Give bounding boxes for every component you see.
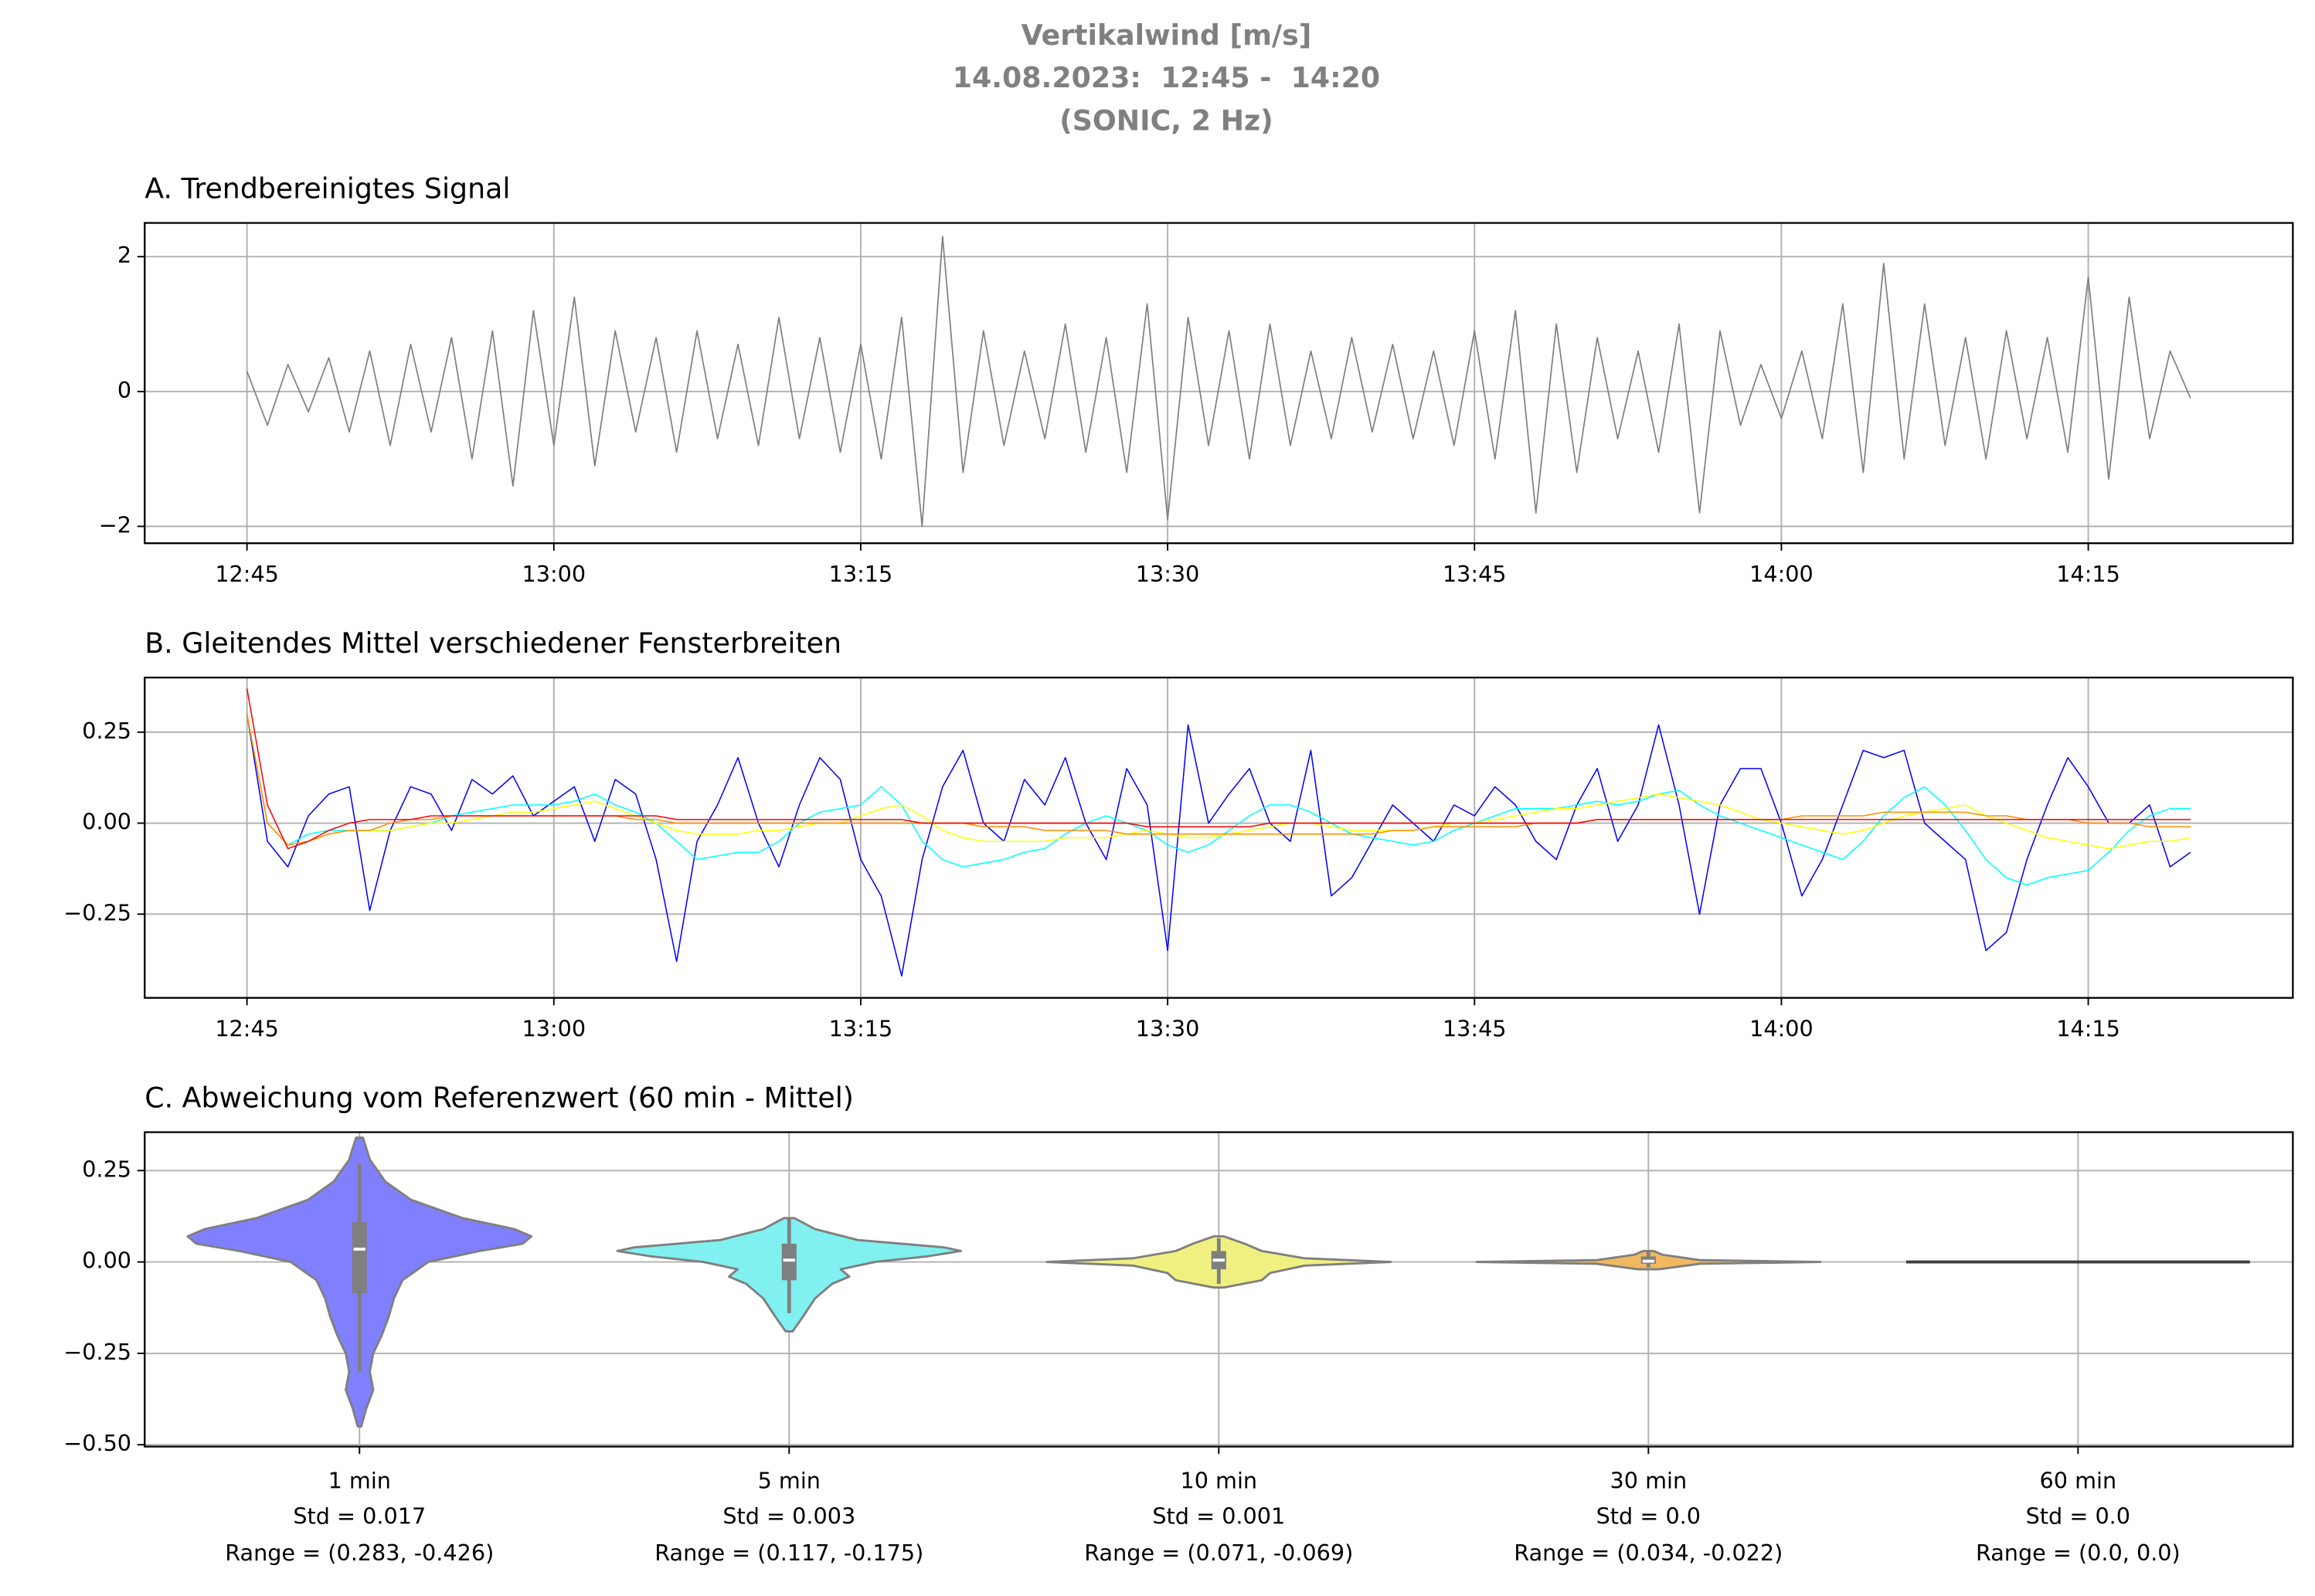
y-tick-label: −0.25 [63,899,131,925]
range-label: Range = (0.117, -0.175) [654,1540,923,1566]
std-label: Std = 0.003 [722,1503,855,1529]
iqr-box [781,1243,797,1281]
x-tick-label: 14:15 [2056,561,2120,587]
figure-title: Vertikalwind [m/s] [1022,19,1312,52]
y-tick-label: −2 [99,511,131,538]
figure-title: 14.08.2023: 12:45 - 14:20 [953,61,1380,94]
y-tick-label: 0.00 [82,1248,131,1274]
range-label: Range = (0.071, -0.069) [1084,1540,1353,1566]
y-tick-label: −0.25 [63,1339,131,1365]
x-tick-label: 13:15 [829,561,893,587]
x-tick-label: 10 min [1180,1467,1257,1493]
y-tick-label: −0.50 [63,1430,131,1456]
y-tick-label: 0.25 [82,1156,131,1182]
x-tick-label: 12:45 [215,1016,279,1042]
x-tick-label: 13:30 [1136,561,1200,587]
x-tick-label: 14:00 [1749,561,1814,587]
x-tick-label: 13:00 [522,561,586,587]
panel-title: A. Trendbereinigtes Signal [144,172,510,205]
range-label: Range = (0.034, -0.022) [1514,1540,1783,1566]
y-tick-label: 0 [117,377,131,403]
panel-title: C. Abweichung vom Referenzwert (60 min -… [144,1082,854,1115]
x-tick-label: 13:30 [1136,1016,1200,1042]
range-label: Range = (0.283, -0.426) [225,1540,494,1566]
y-tick-label: 0.00 [82,809,131,835]
figure-title: (SONIC, 2 Hz) [1059,104,1273,138]
x-tick-label: 5 min [758,1467,821,1493]
x-tick-label: 13:15 [829,1016,893,1042]
x-tick-label: 13:00 [522,1016,586,1042]
x-tick-label: 13:45 [1443,1016,1507,1042]
std-label: Std = 0.017 [293,1503,426,1529]
y-tick-label: 0.25 [82,718,131,744]
x-tick-label: 14:00 [1749,1016,1814,1042]
data-line [246,688,2191,850]
data-line [246,714,2191,886]
plot-frame [144,1131,2294,1448]
data-line [246,236,2191,528]
range-label: Range = (0.0, 0.0) [1976,1540,2181,1566]
y-tick-label: 2 [117,242,131,268]
std-label: Std = 0.0 [2026,1503,2130,1529]
iqr-box [352,1222,367,1293]
data-line [246,714,2191,850]
x-tick-label: 60 min [2040,1467,2117,1493]
x-tick-label: 14:15 [2056,1016,2120,1042]
std-label: Std = 0.0 [1596,1503,1701,1529]
x-tick-label: 13:45 [1443,561,1507,587]
x-tick-label: 1 min [328,1467,391,1493]
x-tick-label: 12:45 [215,561,279,587]
plot-frame [144,222,2294,545]
std-label: Std = 0.001 [1152,1503,1285,1529]
x-tick-label: 30 min [1610,1467,1688,1493]
panel-title: B. Gleitendes Mittel verschiedener Fenst… [144,627,841,660]
plot-frame [144,676,2294,999]
data-line [246,714,2191,977]
